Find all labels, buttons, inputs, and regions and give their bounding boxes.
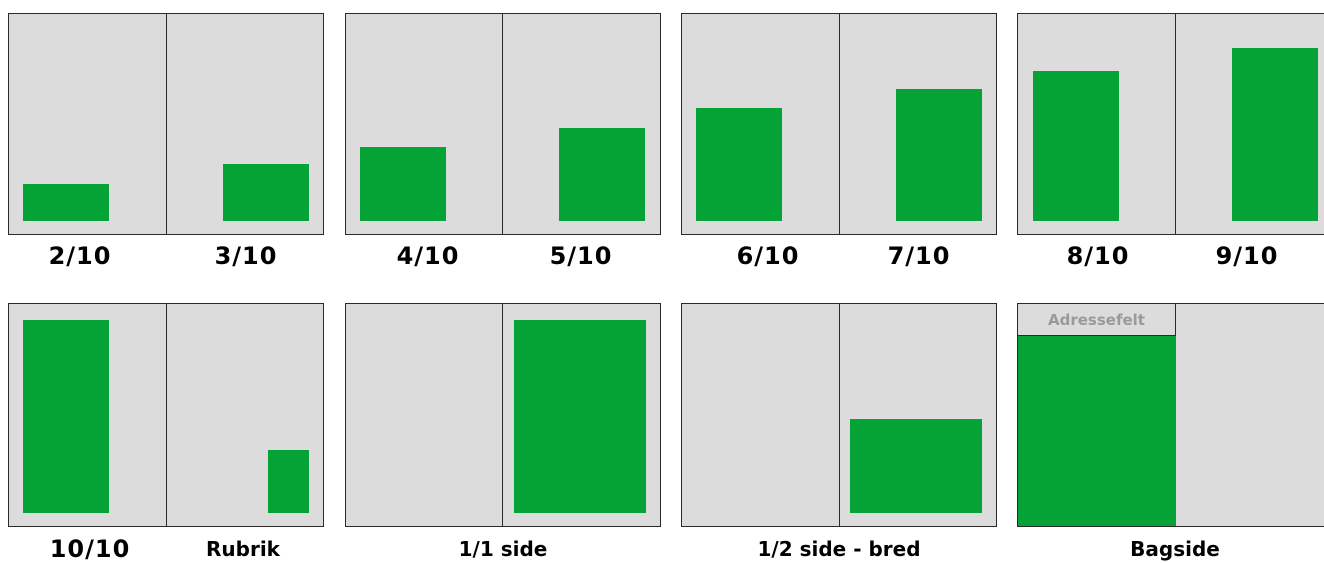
spread-8-9 <box>1017 13 1324 235</box>
page-fold <box>166 304 167 526</box>
ad-block-rubrik <box>268 450 309 513</box>
ad-block-5-10 <box>559 128 645 221</box>
page-fold <box>502 14 503 234</box>
spread-6-7 <box>681 13 997 235</box>
label-1-1-side: 1/1 side <box>458 537 548 561</box>
label-6-10: 6/10 <box>736 242 800 270</box>
page-fold <box>839 304 840 526</box>
label-rubrik: Rubrik <box>206 537 280 561</box>
spread-bagside: Adressefelt <box>1017 303 1324 527</box>
label-bagside: Bagside <box>1130 537 1220 561</box>
ad-block-back-page <box>1018 336 1176 526</box>
ad-block-half-wide <box>850 419 982 513</box>
spread-4-5 <box>345 13 661 235</box>
page-fold <box>166 14 167 234</box>
label-8-10: 8/10 <box>1066 242 1130 270</box>
ad-block-10-10 <box>23 320 109 513</box>
spread-1-1-side <box>345 303 661 527</box>
label-3-10: 3/10 <box>214 242 278 270</box>
page-fold <box>839 14 840 234</box>
label-5-10: 5/10 <box>549 242 613 270</box>
ad-block-3-10 <box>223 164 309 221</box>
ad-block-full-page <box>514 320 646 513</box>
spread-2-3 <box>8 13 324 235</box>
label-10-10: 10/10 <box>49 535 131 563</box>
ad-block-8-10 <box>1033 71 1119 221</box>
ad-block-2-10 <box>23 184 109 221</box>
label-7-10: 7/10 <box>887 242 951 270</box>
spread-half-side-bred <box>681 303 997 527</box>
label-2-10: 2/10 <box>48 242 112 270</box>
spread-10-rubrik <box>8 303 324 527</box>
page-fold <box>502 304 503 526</box>
address-field: Adressefelt <box>1018 304 1176 336</box>
label-half-side-bred: 1/2 side - bred <box>757 537 921 561</box>
ad-block-7-10 <box>896 89 982 221</box>
ad-block-4-10 <box>360 147 446 221</box>
ad-block-6-10 <box>696 108 782 221</box>
address-field-label: Adressefelt <box>1048 310 1145 329</box>
page-fold <box>1175 14 1176 234</box>
label-4-10: 4/10 <box>396 242 460 270</box>
ad-block-9-10 <box>1232 48 1318 221</box>
label-9-10: 9/10 <box>1215 242 1279 270</box>
